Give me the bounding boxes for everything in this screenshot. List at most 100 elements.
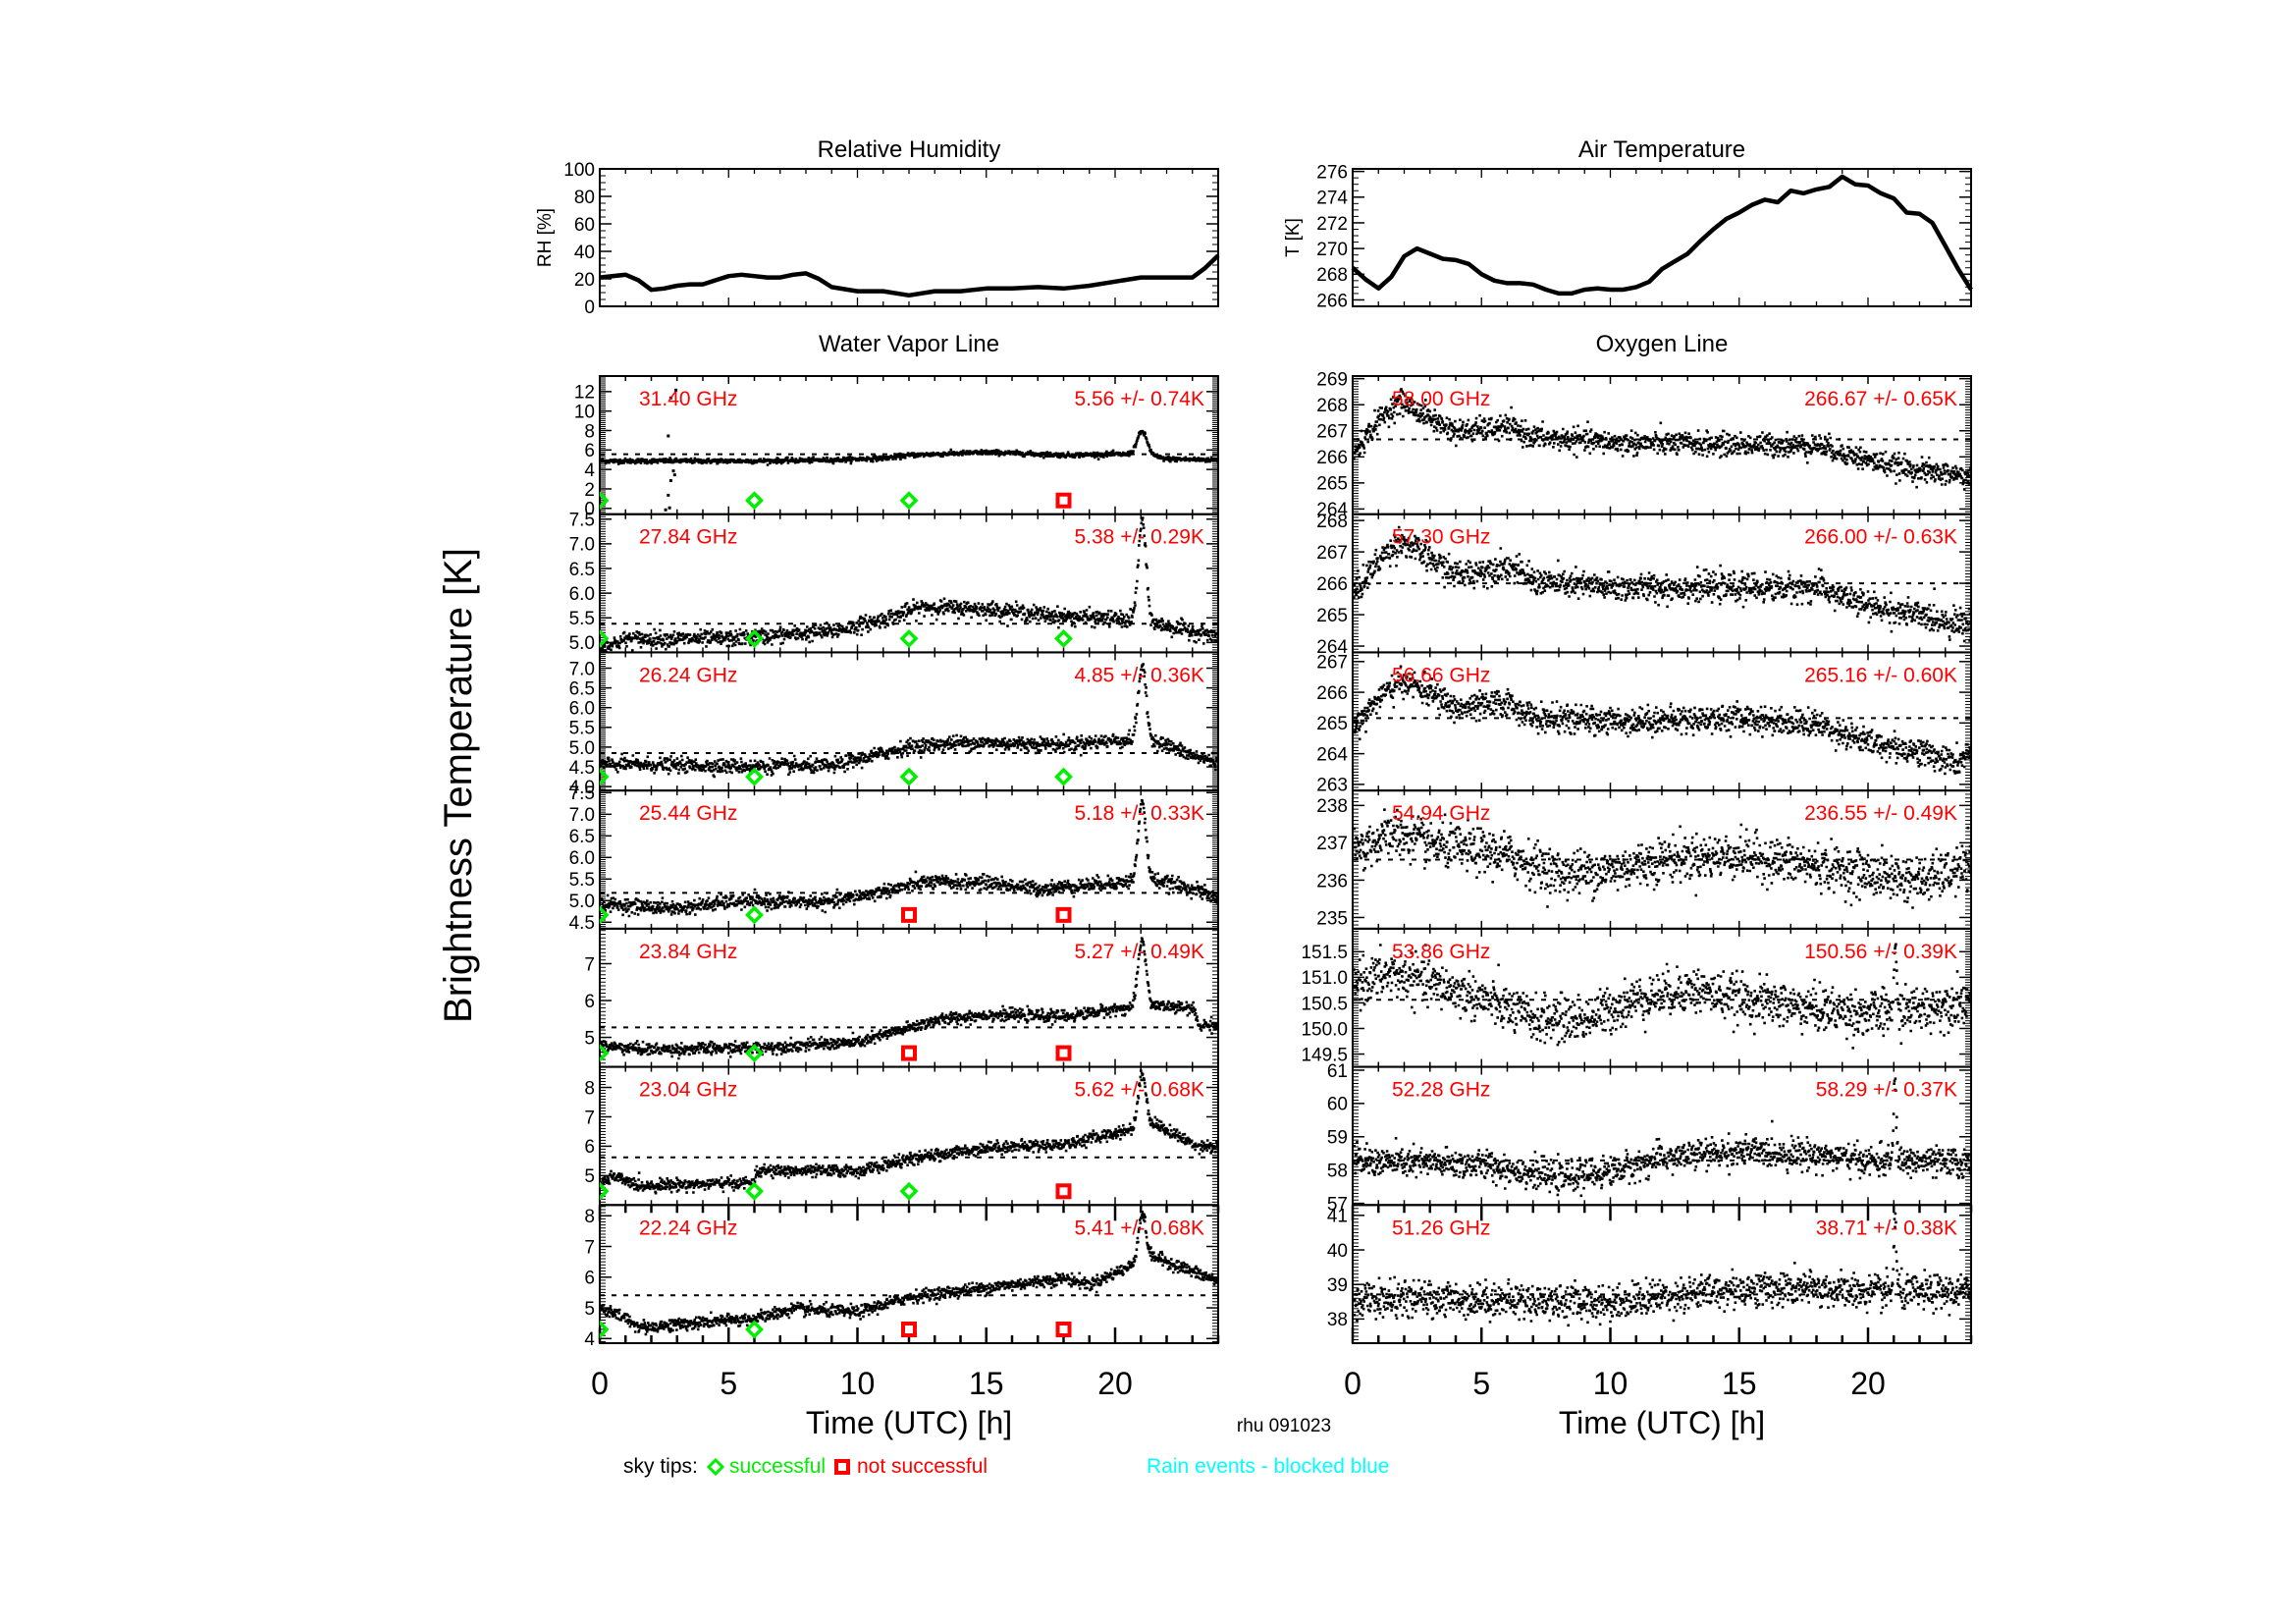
sky-tip-success-diamond-icon [745,1181,764,1201]
data-points [600,663,1218,786]
sky-tip-fail-square-icon [1055,492,1072,509]
y-tick-label: 61 [1327,1061,1348,1082]
x-tick-label-right: 15 [1722,1366,1757,1401]
y-tick-label: 6 [584,992,595,1012]
scatter-points [1353,1077,1971,1198]
sky-tip-fail-square-icon [901,1322,917,1337]
channel-frequency-label: 23.04 GHz [639,1079,737,1102]
y-tick-label: 264 [1316,637,1348,658]
y-tick-label: 4.5 [569,913,595,934]
channel-panel-ox-52.28: 57 58 59 60 61 52.28 GHz 58.29 +/- 0.37K [1327,1061,1972,1215]
y-tick-label: 6.5 [569,560,595,580]
y-tick-label: 5 [584,1299,595,1320]
channel-stats-label: 150.56 +/- 0.39K [1804,941,1957,963]
y-tick-label: 10 [574,403,595,423]
channel-frequency-label: 25.44 GHz [639,802,737,825]
sky-tip-success-diamond-icon [899,491,919,511]
scatter-points [1353,665,1971,776]
y-tick-label: 60 [574,215,595,236]
y-tick-label: 6.5 [569,827,595,847]
y-tick-label: 237 [1316,834,1348,854]
data-points [600,514,1218,653]
x-tick-label-right: 5 [1472,1366,1490,1401]
sky-tip-success-diamond-icon [899,1181,919,1201]
sky-tip-fail-square-icon [901,1045,917,1061]
data-line [1351,174,1973,297]
station-date-label: rhu 091023 [1237,1416,1331,1436]
y-tick-label: 235 [1316,908,1348,929]
y-tick-label: 265 [1316,606,1348,626]
left-column-title: Water Vapor Line [819,331,999,357]
sky-tip-fail-square-icon [1055,1045,1072,1061]
y-tick-label: 264 [1316,744,1348,765]
channel-panel-wv-26.24: 4.04.55.05.56.06.57.0 26.24 GHz 4.85 +/- 0… [569,651,1219,798]
channel-panel-wv-25.44: 4.55.05.56.06.57.07.5 25.44 GHz 5.18 +/- 0… [569,784,1219,934]
sky-tip-success-diamond-icon [600,628,610,648]
channel-frequency-label: 57.30 GHz [1392,526,1490,549]
x-tick-label-left: 5 [720,1366,737,1401]
y-tick-label: 5.5 [569,870,595,891]
scatter-points [600,514,1218,653]
data-points [600,937,1218,1063]
y-tick-label: 266 [1316,574,1348,595]
y-tick-label: 4 [584,460,595,481]
channel-frequency-label: 58.00 GHz [1392,388,1490,410]
data-points [1353,943,1971,1050]
sky-tip-success-diamond-icon [600,1181,610,1201]
y-tick-label: 8 [584,1207,595,1227]
y-tick-label: 40 [574,243,595,263]
right-x-axis-label: Time (UTC) [h] [1559,1405,1765,1440]
y-tick-label: 5 [584,1166,595,1187]
sky-tip-success-diamond-icon [745,628,764,648]
scatter-points [1353,525,1971,643]
y-tick-label: 6.5 [569,678,595,699]
x-tick-label-left: 15 [969,1366,1004,1401]
channel-panel-wv-23.04: 5 6 7 8 23.04 GHz 5.62 +/- 0.68K [584,1065,1219,1207]
y-tick-label: 274 [1316,189,1348,209]
channel-stats-label: 265.16 +/- 0.60K [1804,664,1957,686]
legend: sky tips: successful not successful Rain… [623,1455,1389,1478]
y-tick-label: 40 [1327,1241,1348,1262]
y-tick-label: 8 [584,1078,595,1099]
channel-panel-ox-51.26: 38 39 40 41 51.26 GHz 38.71 +/- 0.38K [1327,1204,1973,1345]
y-tick-label: 5.0 [569,892,595,912]
y-tick-label: 100 [563,160,595,181]
channel-stats-label: 266.67 +/- 0.65K [1804,388,1957,410]
channel-stats-label: 38.71 +/- 0.38K [1816,1217,1957,1239]
channel-panel-ox-56.66: 263 264 265 266 267 56.66 GHz 265.16 +/- 0.60K [1316,651,1972,796]
sky-tip-success-diamond-icon [899,628,919,648]
y-tick-label: 7.0 [569,659,595,679]
data-points [1353,808,1971,909]
data-points [600,1211,1218,1339]
y-tick-label: 151.5 [1301,943,1348,963]
y-tick-label: 150.0 [1301,1019,1348,1040]
y-tick-label: 5.0 [569,633,595,654]
legend-rain-label: Rain events - blocked blue [1147,1455,1389,1478]
x-tick-label-right: 10 [1593,1366,1629,1401]
y-tick-label: 151.0 [1301,968,1348,989]
sky-tip-fail-square-icon [1055,1322,1072,1337]
scatter-points [1353,943,1971,1050]
y-tick-label: 149.5 [1301,1045,1348,1065]
channel-panel-ox-54.94: 235 236 237 238 54.94 GHz 236.55 +/- 0.49K [1316,789,1972,930]
channel-panel-wv-27.84: 5.0 5.5 6.0 6.5 7.0 7.5 27.84 GHz 5.38 +/- 0.29… [569,511,1219,654]
sky-tip-success-diamond-icon [600,767,610,786]
x-tick-label-left: 20 [1097,1366,1133,1401]
channel-panel-wv-23.84: 5 6 7 23.84 GHz 5.27 +/- 0.49K [584,927,1219,1068]
y-tick-label: 264 [1316,500,1348,520]
y-tick-label: 270 [1316,240,1348,260]
channel-panel-wv-22.24: 4 5 6 7 8 22.24 GHz 5.41 +/- 0.68K [584,1204,1220,1350]
main-y-axis-label: Brightness Temperature [K] [437,548,480,1023]
y-tick-label: 4.5 [569,758,595,779]
y-tick-label: 267 [1316,422,1348,443]
channel-frequency-label: 27.84 GHz [639,526,737,549]
y-tick-label: 272 [1316,214,1348,235]
panel-y-axis-label: RH [%] [535,208,556,267]
panel-title: Air Temperature [1578,136,1745,163]
x-tick-label-left: 10 [840,1366,876,1401]
channel-frequency-label: 52.28 GHz [1392,1079,1490,1102]
scatter-points [600,663,1218,779]
y-tick-label: 39 [1327,1275,1348,1296]
y-tick-label: 6.0 [569,584,595,605]
